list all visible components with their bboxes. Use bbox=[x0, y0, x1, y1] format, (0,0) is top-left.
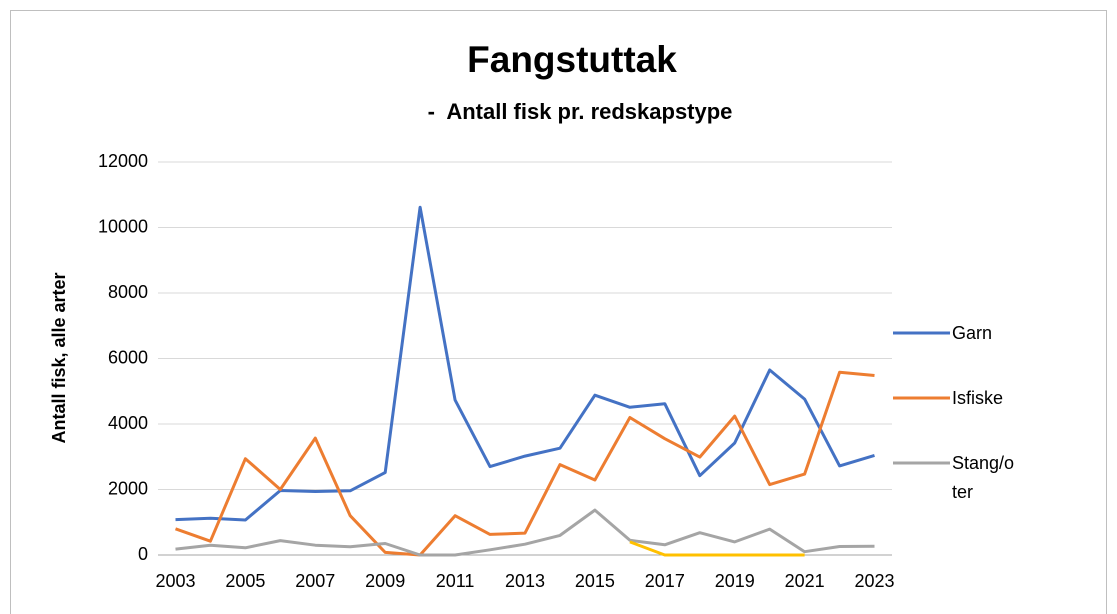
legend-label: Isfiske bbox=[952, 387, 1004, 408]
series-line bbox=[175, 508, 875, 557]
y-tick-label: 8000 bbox=[108, 282, 148, 302]
x-tick-label: 2017 bbox=[645, 571, 685, 591]
y-tick-label: 6000 bbox=[108, 347, 148, 367]
x-tick-label: 2013 bbox=[505, 571, 545, 591]
x-tick-label: 2023 bbox=[855, 571, 895, 591]
legend-label: Stang/oter bbox=[952, 452, 1015, 502]
x-tick-label: 2005 bbox=[225, 571, 265, 591]
series-line bbox=[629, 540, 805, 557]
series-line bbox=[174, 370, 875, 557]
chart-title: Fangstuttak bbox=[467, 39, 677, 80]
x-tick-label: 2021 bbox=[785, 571, 825, 591]
x-tick-label: 2019 bbox=[715, 571, 755, 591]
y-axis-label: Antall fisk, alle arter bbox=[49, 272, 69, 443]
x-tick-label: 2011 bbox=[436, 571, 475, 591]
y-tick-label: 10000 bbox=[98, 216, 148, 236]
legend-label: Garn bbox=[952, 322, 993, 343]
series-line bbox=[175, 205, 875, 522]
y-tick-label: 4000 bbox=[108, 413, 148, 433]
y-tick-label: 2000 bbox=[108, 478, 148, 498]
chart-border bbox=[10, 10, 1107, 614]
y-tick-label: 0 bbox=[138, 544, 148, 564]
x-tick-label: 2009 bbox=[365, 571, 405, 591]
x-tick-label: 2003 bbox=[155, 571, 195, 591]
y-tick-label: 12000 bbox=[98, 151, 148, 171]
x-tick-label: 2015 bbox=[575, 571, 615, 591]
chart-subtitle: - Antall fisk pr. redskapstype bbox=[428, 99, 733, 124]
x-tick-label: 2007 bbox=[295, 571, 335, 591]
